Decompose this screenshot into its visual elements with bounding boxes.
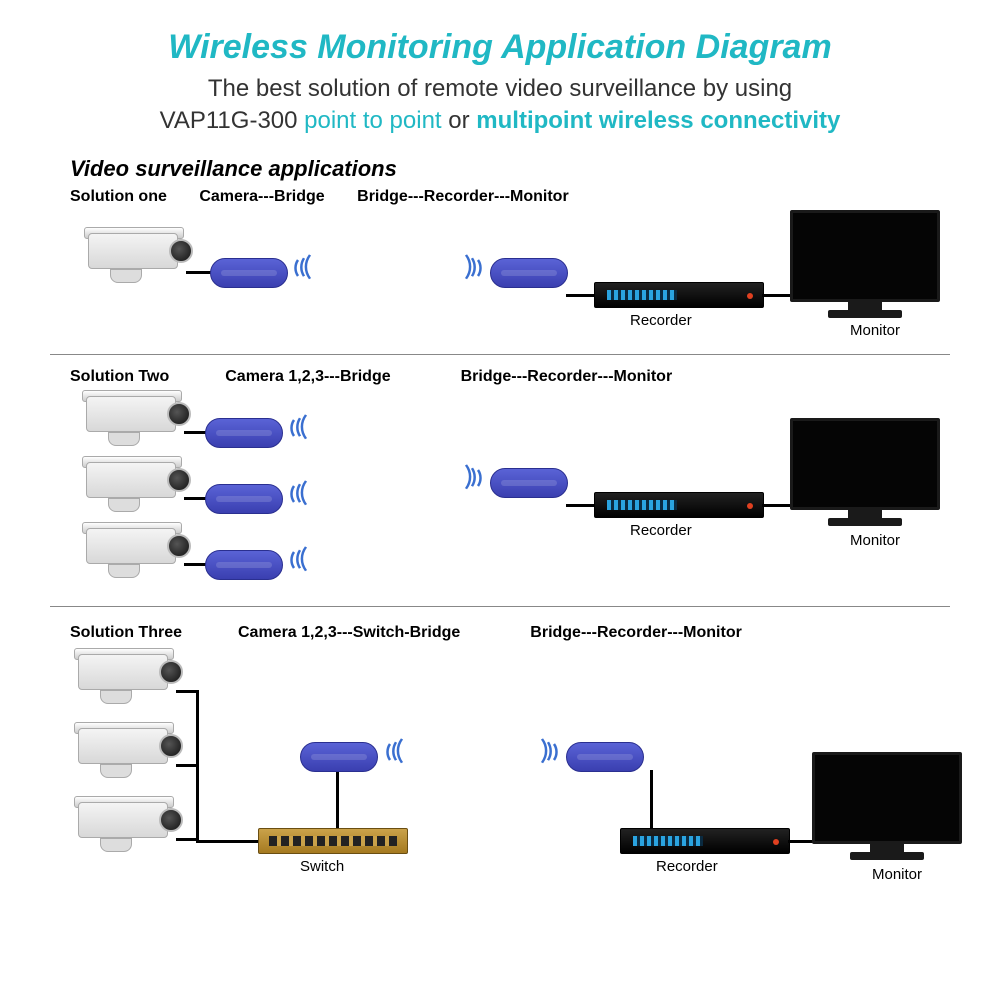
bridge-icon [210,258,288,288]
bridge-icon [205,418,283,448]
bridge-icon [490,258,568,288]
cable [336,770,339,828]
recorder-label: Recorder [630,522,692,539]
monitor-label: Monitor [850,532,900,549]
monitor-icon [812,752,962,862]
camera-icon [60,720,180,780]
bridge-icon [205,550,283,580]
wifi-icon [384,734,420,770]
wifi-icon [292,250,328,286]
camera-icon [68,520,188,580]
bridge-icon [205,484,283,514]
monitor-icon [790,418,940,528]
bridge-icon [566,742,644,772]
cable [566,294,596,297]
cable [186,271,212,274]
subtitle-highlight-1: point to point [304,107,441,134]
wifi-icon [524,734,560,770]
cable [788,840,814,843]
cable [176,690,196,693]
switch-label: Switch [300,858,344,875]
bridge-icon [300,742,378,772]
section-heading: Video surveillance applications [70,156,1000,182]
cable [196,690,199,840]
recorder-label: Recorder [630,312,692,329]
recorder-icon [594,282,764,308]
switch-icon [258,828,408,854]
monitor-label: Monitor [872,866,922,883]
wifi-icon [448,460,484,496]
solution-header: Solution ThreeCamera 1,2,3---Switch-Brid… [70,624,742,642]
camera-icon [68,454,188,514]
camera-icon [68,388,188,448]
divider [50,606,950,607]
camera-icon [70,225,190,285]
cable [762,504,792,507]
monitor-label: Monitor [850,322,900,339]
page-subtitle: The best solution of remote video survei… [0,73,1000,138]
camera-icon [60,794,180,854]
page-title: Wireless Monitoring Application Diagram [0,0,1000,67]
wifi-icon [288,476,324,512]
subtitle-text: The best solution of remote video survei… [208,75,792,102]
solution-header: Solution TwoCamera 1,2,3---BridgeBridge-… [70,368,672,386]
solution-one-name: Solution one [70,188,167,206]
solution-one-right-chain: Bridge---Recorder---Monitor [357,188,569,206]
cable [196,840,260,843]
monitor-icon [790,210,940,320]
cable [566,504,596,507]
subtitle-mid: or [448,107,476,134]
cable [762,294,792,297]
recorder-icon [620,828,790,854]
wifi-icon [288,410,324,446]
bridge-icon [490,468,568,498]
wifi-icon [288,542,324,578]
recorder-icon [594,492,764,518]
subtitle-product: VAP11G-300 [160,107,305,134]
cable [176,764,196,767]
cable [650,770,653,828]
cable [176,838,196,841]
recorder-label: Recorder [656,858,718,875]
wifi-icon [448,250,484,286]
solution-one-left-chain: Camera---Bridge [199,188,324,206]
camera-icon [60,646,180,706]
solution-one-header: Solution one Camera---Bridge Bridge---Re… [70,188,1000,206]
subtitle-highlight-2: multipoint wireless connectivity [476,107,840,134]
divider [50,354,950,355]
